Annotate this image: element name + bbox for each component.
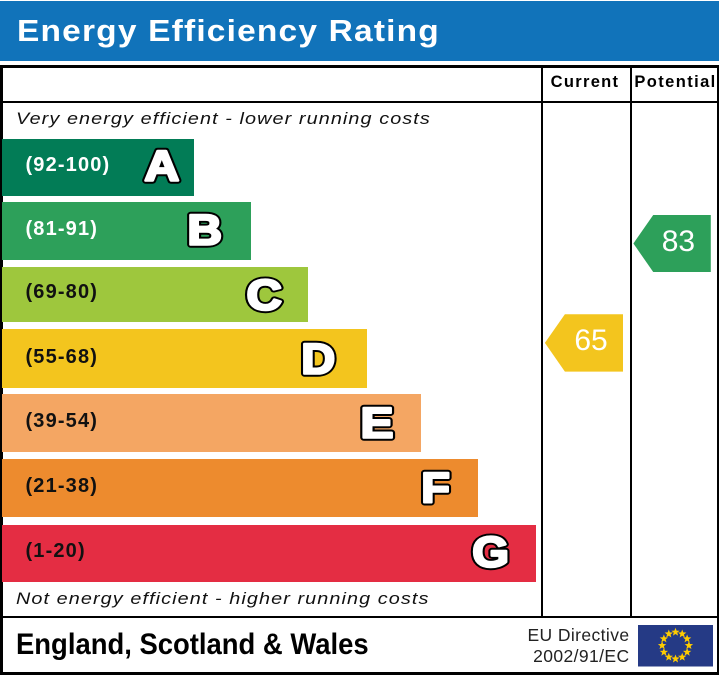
svg-text:E: E <box>361 399 394 446</box>
svg-text:D: D <box>302 337 336 384</box>
svg-text:E: E <box>361 399 394 446</box>
svg-text:A: A <box>145 142 180 190</box>
svg-text:B: B <box>187 206 221 254</box>
svg-text:D: D <box>302 337 336 384</box>
svg-text:F: F <box>421 465 449 512</box>
svg-text:G: G <box>472 529 509 575</box>
svg-text:A: A <box>145 142 180 190</box>
svg-text:B: B <box>187 206 221 254</box>
svg-text:C: C <box>246 272 281 319</box>
svg-text:C: C <box>246 272 281 319</box>
svg-text:G: G <box>472 529 509 575</box>
svg-text:F: F <box>421 465 449 512</box>
